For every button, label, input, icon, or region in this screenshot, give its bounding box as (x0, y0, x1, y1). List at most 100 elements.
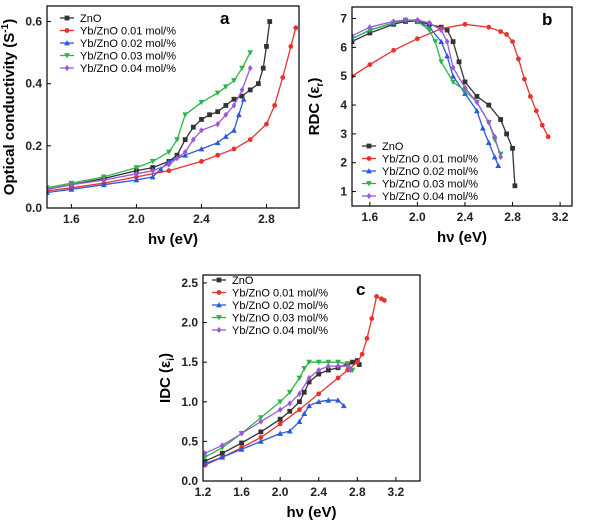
data-point (166, 149, 172, 155)
data-point (510, 145, 515, 151)
data-point (450, 64, 456, 71)
y-axis-title-sub: i (166, 358, 177, 361)
plot-area (203, 293, 387, 468)
data-point (504, 31, 509, 37)
data-point (495, 162, 502, 169)
data-point (235, 111, 242, 118)
series-5 (352, 16, 504, 161)
data-point (255, 81, 261, 87)
y-axis-title-tail: ) (157, 353, 174, 358)
legend-label: Yb/ZnO 0.01 mol/% (80, 26, 176, 38)
data-point (133, 177, 140, 183)
y-tick-label: 7 (340, 12, 347, 26)
y-axis-title-main: Optical conductivity (S (1, 33, 18, 196)
data-point (504, 131, 509, 137)
legend-marker (64, 64, 70, 72)
legend-label: Yb/ZnO 0.01 mol/% (382, 154, 478, 166)
series-line (204, 359, 360, 462)
legend-label: Yb/ZnO 0.01 mol/% (232, 288, 328, 300)
y-tick-label: 5 (340, 69, 347, 83)
data-point (539, 122, 545, 128)
series-line (47, 67, 251, 191)
data-point (215, 109, 221, 115)
series-4 (47, 50, 254, 191)
data-point (545, 134, 551, 140)
data-point (301, 410, 308, 417)
y-tick-label: 2 (340, 156, 347, 170)
data-point (512, 183, 518, 189)
data-point (150, 167, 156, 174)
data-point (257, 438, 264, 444)
data-point (316, 366, 322, 374)
data-point (491, 137, 498, 143)
data-point (214, 139, 221, 146)
data-point (258, 429, 264, 435)
legend-item: Yb/ZnO 0.03 mol/% (362, 179, 478, 191)
chart-panel-a: 1.6 2.0 2.4 2.8 0.0 0.2 0.4 0.6 hν (eV) Optical c… (0, 5, 300, 248)
data-point (68, 186, 75, 192)
data-point (258, 418, 264, 425)
data-point (325, 367, 331, 373)
legend-item: Yb/ZnO 0.02 mol/% (60, 38, 176, 50)
data-point (199, 158, 204, 164)
data-point (415, 16, 420, 24)
legend-marker (64, 28, 70, 33)
data-point (47, 185, 50, 191)
series-2 (203, 293, 387, 468)
data-point (335, 397, 341, 403)
y-axis-title-sub: r (315, 83, 326, 87)
data-point (287, 408, 293, 414)
legend-marker (216, 277, 222, 283)
data-point (297, 390, 302, 397)
legend-marker (64, 15, 70, 21)
x-tick-label: 1.6 (63, 212, 80, 226)
data-point (510, 39, 515, 45)
legend-label: Yb/ZnO 0.02 mol/% (382, 166, 478, 178)
legend-label: Yb/ZnO 0.03 mol/% (232, 313, 328, 325)
legend-marker (216, 315, 222, 321)
x-axis-title: hν (eV) (286, 504, 336, 521)
panel-letter: a (220, 9, 230, 28)
data-point (239, 93, 245, 99)
data-point (316, 371, 322, 377)
y-tick-label: 2.0 (181, 316, 198, 330)
data-point (190, 136, 196, 143)
legend-item: Yb/ZnO 0.01 mol/% (362, 154, 478, 166)
series-line (204, 365, 352, 454)
legend-item: Yb/ZnO 0.04 mol/% (60, 63, 176, 75)
legend-label: ZnO (80, 13, 102, 25)
legend-label: Yb/ZnO 0.02 mol/% (232, 300, 328, 312)
y-tick-label: 0.0 (25, 201, 42, 215)
y-tick-label: 1 (340, 185, 347, 199)
data-point (325, 359, 332, 366)
x-axis-title: hν (eV) (437, 229, 487, 246)
data-point (297, 407, 302, 413)
data-point (444, 27, 450, 33)
y-tick-label: 1.5 (181, 355, 198, 369)
legend-marker (216, 326, 222, 334)
data-point (432, 39, 439, 45)
data-point (182, 148, 188, 156)
data-point (174, 155, 180, 162)
data-point (260, 65, 266, 71)
data-point (533, 108, 539, 114)
data-point (149, 158, 156, 165)
data-point (297, 399, 302, 405)
data-point (456, 59, 462, 65)
data-point (492, 133, 498, 140)
data-point (264, 44, 269, 49)
x-tick-label: 1.2 (195, 485, 212, 499)
legend-item: Yb/ZnO 0.01 mol/% (60, 26, 176, 38)
data-point (474, 99, 480, 106)
data-point (306, 374, 312, 382)
data-point (277, 416, 283, 422)
data-point (306, 359, 312, 366)
data-point (277, 399, 284, 405)
data-point (366, 27, 373, 33)
data-point (359, 351, 365, 357)
data-point (374, 293, 379, 299)
data-point (474, 94, 480, 99)
data-point (335, 359, 341, 366)
series-1 (203, 358, 362, 464)
data-point (286, 389, 293, 396)
